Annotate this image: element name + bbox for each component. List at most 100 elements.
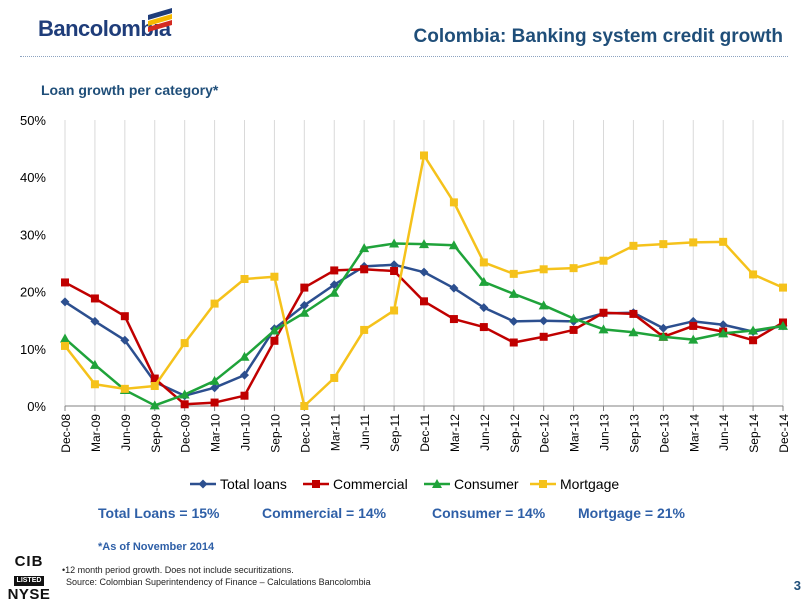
data-point-consumer	[60, 333, 70, 343]
data-point-consumer	[239, 351, 250, 361]
data-point-commercial	[120, 312, 129, 321]
chart-subtitle: Loan growth per category*	[41, 82, 219, 98]
data-point-total-loans	[299, 300, 309, 310]
data-point-mortgage	[719, 237, 728, 246]
data-point-commercial	[569, 325, 578, 334]
data-point-commercial	[61, 278, 69, 287]
x-tick-label: Dec-14	[777, 414, 791, 453]
data-point-total-loans	[419, 267, 429, 277]
legend-marker-commercial	[312, 480, 320, 488]
x-tick-label: Sep-13	[627, 414, 641, 453]
data-point-mortgage	[629, 241, 638, 250]
x-tick-label: Dec-13	[657, 414, 671, 453]
data-point-consumer	[508, 288, 519, 298]
page-number: 3	[793, 578, 801, 593]
data-point-total-loans	[539, 316, 549, 326]
data-point-total-loans	[389, 260, 399, 270]
logo-flag-icon	[148, 8, 172, 32]
data-point-commercial	[150, 374, 159, 383]
data-point-consumer	[778, 320, 788, 330]
data-point-total-loans	[240, 370, 249, 380]
x-tick-label: Jun-11	[358, 414, 372, 450]
data-point-total-loans	[658, 323, 668, 333]
legend-label-mortgage: Mortgage	[560, 476, 619, 492]
data-point-mortgage	[779, 283, 787, 292]
cib-text: CIB	[14, 553, 44, 570]
x-tick-label: Jun-14	[717, 414, 731, 451]
data-point-mortgage	[210, 299, 219, 308]
data-point-consumer	[329, 287, 340, 297]
data-point-commercial	[629, 309, 638, 318]
legend-marker-mortgage	[539, 480, 547, 488]
y-tick-label: 50%	[20, 113, 46, 128]
data-point-mortgage	[330, 373, 339, 382]
data-point-mortgage	[599, 256, 608, 265]
y-tick-label: 30%	[20, 227, 46, 242]
data-point-total-loans	[210, 383, 220, 393]
x-tick-label: Mar-10	[209, 414, 223, 452]
legend-label-consumer: Consumer	[454, 476, 519, 492]
footnote-growth: •12 month period growth. Does not includ…	[62, 565, 294, 575]
summary-commercial: Commercial = 14%	[262, 505, 387, 521]
legend-label-commercial: Commercial	[333, 476, 408, 492]
data-point-mortgage	[150, 381, 159, 390]
data-point-consumer	[598, 324, 609, 334]
data-point-mortgage	[749, 270, 758, 279]
data-point-mortgage	[90, 380, 99, 389]
data-point-mortgage	[479, 258, 488, 267]
x-tick-label: Sep-14	[747, 414, 761, 453]
data-point-consumer	[658, 331, 669, 341]
data-point-mortgage	[360, 325, 369, 334]
data-point-total-loans	[718, 320, 728, 330]
x-tick-label: Mar-11	[328, 414, 342, 451]
data-point-commercial	[749, 336, 758, 345]
summary-consumer: Consumer = 14%	[432, 505, 546, 521]
listed-text: LISTED	[13, 576, 45, 586]
x-tick-label: Sep-09	[149, 414, 163, 453]
data-point-commercial	[509, 338, 518, 347]
nyse-text: NYSE	[7, 586, 51, 603]
x-tick-label: Dec-09	[179, 414, 193, 453]
data-point-commercial	[330, 266, 339, 275]
y-tick-label: 0%	[27, 399, 46, 414]
data-point-mortgage	[659, 240, 668, 249]
x-tick-label: Mar-14	[687, 414, 701, 452]
data-point-mortgage	[240, 275, 249, 284]
loan-growth-chart: 0% 10% 20% 30% 40% 50% Dec-08 Mar-09 Jun-09 Sep-0…	[20, 113, 791, 492]
data-point-commercial	[689, 321, 698, 330]
data-point-mortgage	[300, 402, 309, 410]
data-point-mortgage	[569, 264, 578, 273]
data-point-mortgage	[449, 198, 458, 207]
data-point-total-loans	[329, 280, 339, 290]
x-tick-label: Dec-11	[418, 414, 432, 452]
y-tick-label: 20%	[20, 285, 46, 300]
x-tick-label: Jun-10	[239, 414, 253, 451]
x-tick-label: Dec-10	[298, 414, 312, 453]
x-tick-label: Sep-10	[268, 414, 282, 453]
data-point-mortgage	[689, 238, 698, 247]
data-point-mortgage	[120, 384, 129, 393]
data-point-mortgage	[509, 269, 518, 278]
data-point-total-loans	[60, 297, 70, 307]
x-tick-label: Sep-12	[508, 414, 522, 453]
data-point-mortgage	[180, 339, 189, 348]
legend-marker-total-loans	[198, 479, 208, 489]
data-point-commercial	[300, 283, 309, 292]
legend-marker-consumer	[432, 479, 442, 488]
summary-mortgage: Mortgage = 21%	[578, 505, 685, 521]
data-point-consumer	[448, 240, 459, 250]
data-point-consumer	[89, 359, 100, 369]
data-point-commercial	[479, 323, 488, 332]
data-point-consumer	[419, 239, 429, 249]
data-point-total-loans	[449, 283, 459, 293]
data-point-commercial	[420, 297, 428, 306]
data-point-consumer	[389, 238, 400, 248]
data-point-consumer	[478, 276, 489, 286]
title-divider	[20, 56, 788, 57]
y-tick-label: 10%	[20, 342, 46, 357]
data-point-consumer	[718, 328, 729, 338]
x-tick-label: Mar-09	[89, 414, 103, 452]
data-point-total-loans	[90, 316, 100, 326]
data-point-consumer	[269, 325, 280, 335]
data-point-consumer	[568, 313, 579, 323]
